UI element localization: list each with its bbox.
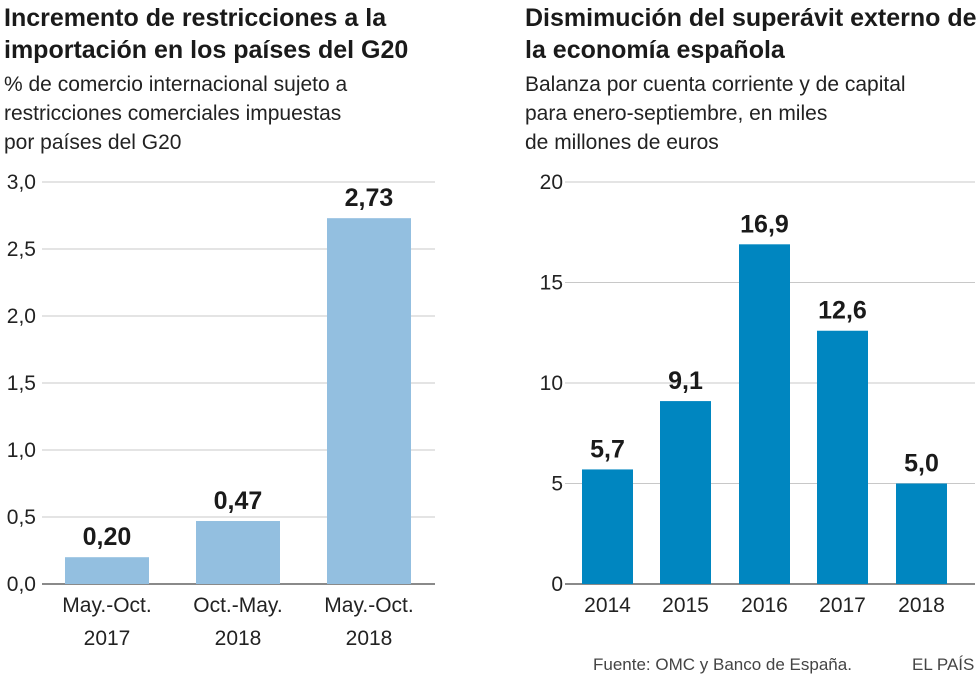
chart-1-bar [327,218,411,584]
chart-2-bar [660,401,711,584]
chart-2-x-tick-label: 2017 [819,594,866,617]
chart-2-bar [582,469,633,584]
source-note: Fuente: OMC y Banco de España. [593,655,852,674]
chart-1-x-tick-label: 2017 [84,627,131,650]
chart-1-y-tick-label: 1,5 [7,372,36,395]
chart-2-bar [896,483,947,584]
chart-1-y-tick-label: 0,5 [7,506,36,529]
chart-2-y-tick-label: 5 [551,473,563,496]
chart-1-x-tick-label: 2018 [346,627,393,650]
chart-2-x-tick-label: 2018 [898,594,945,617]
chart-1-y-tick-label: 2,0 [7,305,36,328]
chart-2-value-label: 5,0 [904,450,939,478]
chart-2-y-tick-label: 0 [551,573,563,596]
chart-1-bar [196,521,280,584]
chart-2-title: Dismimución del superávit externo de la … [525,4,977,64]
chart-1-y-tick-label: 1,0 [7,439,36,462]
chart-1-y-tick-label: 2,5 [7,238,36,261]
chart-2-y-tick-label: 10 [540,372,563,395]
chart-1-bar [65,557,149,584]
chart-1-subtitle-line: restricciones comerciales impuestas [4,102,342,125]
chart-2-y-tick-label: 20 [540,171,563,194]
brand-label: EL PAÍS [912,655,975,674]
chart-1-y-tick-label: 0,0 [7,573,36,596]
chart-2-value-label: 9,1 [668,367,703,395]
chart-2-x-tick-label: 2016 [741,594,788,617]
chart-1-y-tick-label: 3,0 [7,171,36,194]
chart-2-x-tick-label: 2014 [584,594,631,617]
chart-1-value-label: 0,20 [83,523,132,551]
chart-2-bar [739,244,790,584]
chart-2-x-tick-label: 2015 [662,594,709,617]
chart-2-value-label: 16,9 [740,210,789,238]
chart-2-subtitle-line: para enero-septiembre, en miles [525,102,828,125]
chart-2-subtitle-line: de millones de euros [525,131,719,154]
chart-1-x-tick-label: May.-Oct. [62,594,151,617]
chart-2-subtitle-line: Balanza por cuenta corriente y de capita… [525,73,906,96]
chart-1-title: Incremento de restricciones a la importa… [4,4,409,64]
chart-2-value-label: 12,6 [818,297,867,325]
chart-1-x-tick-label: 2018 [215,627,262,650]
chart-1-value-label: 2,73 [345,184,394,212]
chart-1-value-label: 0,47 [214,487,263,515]
chart-1-subtitle-line: % de comercio internacional sujeto a [4,73,348,96]
chart-2-subtitle: Balanza por cuenta corriente y de capita… [525,70,975,157]
chart-2-bar [817,330,868,584]
chart-1-subtitle: % de comercio internacional sujeto a res… [4,70,464,157]
chart-2-y-tick-label: 15 [540,272,563,295]
chart-2-value-label: 5,7 [590,435,625,463]
chart-1-x-tick-label: Oct.-May. [193,594,282,617]
chart-1-x-tick-label: May.-Oct. [324,594,413,617]
chart-1-subtitle-line: por países del G20 [4,131,182,154]
